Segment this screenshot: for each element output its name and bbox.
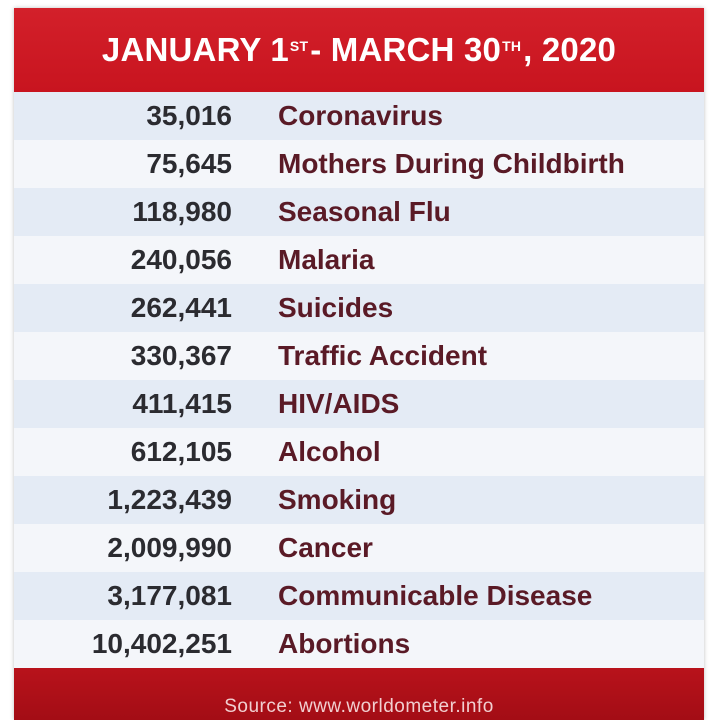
row-value: 1,223,439 (107, 484, 232, 515)
title-part-2: - MARCH 30 (310, 31, 502, 68)
row-label: Abortions (278, 628, 411, 659)
title-superscript-st: ST (289, 38, 309, 54)
table-row: 118,980 Seasonal Flu (14, 188, 704, 236)
row-label: Communicable Disease (278, 580, 593, 611)
row-label: Mothers During Childbirth (278, 148, 625, 179)
row-value: 35,016 (146, 100, 232, 131)
title-superscript-th: TH (502, 38, 522, 54)
row-value: 118,980 (132, 196, 232, 227)
table-row: 2,009,990 Cancer (14, 524, 704, 572)
table-row: 35,016 Coronavirus (14, 92, 704, 140)
row-label: HIV/AIDS (278, 388, 400, 419)
row-value: 75,645 (146, 148, 232, 179)
source-footer: Source: www.worldometer.info (14, 668, 704, 720)
title-banner: JANUARY 1 ST - MARCH 30 TH, 2020 (14, 8, 704, 92)
row-label: Smoking (278, 484, 397, 515)
row-value: 240,056 (130, 244, 232, 275)
table-row: 3,177,081 Communicable Disease (14, 572, 704, 620)
table-row: 262,441 Suicides (14, 284, 704, 332)
table-row: 612,105 Alcohol (14, 428, 704, 476)
table-row: 330,367 Traffic Accident (14, 332, 704, 380)
title-part-1: JANUARY 1 (101, 31, 289, 68)
source-text: Source: www.worldometer.info (224, 696, 494, 717)
row-label: Cancer (278, 532, 373, 563)
row-value: 612,105 (130, 436, 232, 467)
table-row: 240,056 Malaria (14, 236, 704, 284)
title-part-3: , 2020 (523, 31, 617, 68)
table-row: 75,645 Mothers During Childbirth (14, 140, 704, 188)
row-value: 2,009,990 (107, 532, 232, 563)
row-value: 411,415 (132, 388, 232, 419)
row-value: 10,402,251 (91, 628, 232, 659)
table-row: 411,415 HIV/AIDS (14, 380, 704, 428)
row-value: 3,177,081 (107, 580, 232, 611)
stats-table: 35,016 Coronavirus 75,645 Mothers During C… (14, 92, 704, 668)
row-label: Traffic Accident (278, 340, 488, 371)
row-value: 330,367 (130, 340, 232, 371)
table-row: 1,223,439 Smoking (14, 476, 704, 524)
row-label: Malaria (278, 244, 375, 275)
row-value: 262,441 (130, 292, 232, 323)
row-label: Suicides (278, 292, 394, 323)
row-label: Coronavirus (278, 100, 443, 131)
stats-card: JANUARY 1 ST - MARCH 30 TH, 2020 35,016 Cor… (14, 8, 704, 720)
row-label: Seasonal Flu (278, 196, 451, 227)
table-row: 10,402,251 Abortions (14, 620, 704, 668)
row-label: Alcohol (278, 436, 381, 467)
